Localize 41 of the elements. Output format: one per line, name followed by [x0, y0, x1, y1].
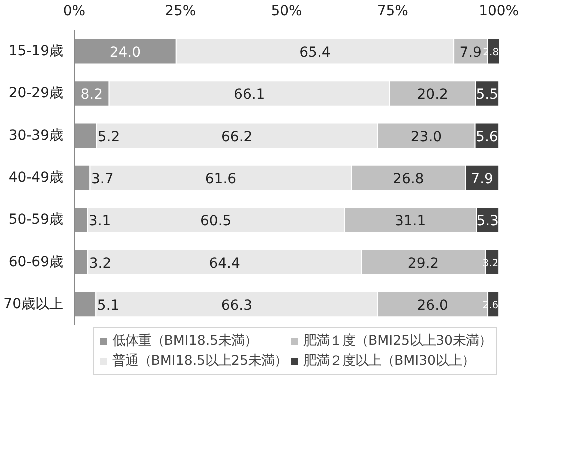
data-label: 3.7: [91, 172, 114, 188]
x-tick-label: 75%: [377, 4, 408, 20]
data-label: 66.3: [221, 298, 252, 314]
data-label: 26.8: [393, 172, 424, 188]
data-label: 66.1: [234, 87, 266, 104]
data-label: 5.2: [98, 129, 120, 146]
data-label: 3.2: [89, 256, 112, 272]
data-label: 65.4: [300, 45, 331, 62]
data-label: 23.0: [410, 129, 442, 146]
legend-label: 肥満２度以上（BMI30以上）: [304, 352, 476, 370]
data-label: 5.1: [97, 298, 120, 314]
data-label: 29.2: [408, 256, 440, 272]
data-label: 64.4: [209, 256, 240, 272]
data-label: 5.6: [476, 129, 498, 146]
data-label: 7.9: [460, 45, 482, 62]
y-tick-label: 15-19歳: [8, 44, 64, 60]
legend-label: 普通（BMI18.5以上25未満）: [112, 352, 288, 370]
data-label: 31.1: [394, 214, 426, 230]
data-label: 20.2: [417, 87, 448, 104]
legend-label: 肥満１度（BMI25以上30未満）: [304, 332, 492, 350]
x-tick-label: 100%: [479, 4, 520, 20]
data-label: 66.2: [222, 129, 253, 146]
x-tick-label: 0%: [63, 4, 86, 20]
data-label: 60.5: [200, 214, 232, 230]
x-tick-label: 25%: [165, 4, 196, 20]
x-tick-label: 50%: [271, 4, 302, 20]
data-label: 8.2: [80, 87, 104, 104]
y-tick-label: 40-49歳: [8, 170, 64, 186]
data-label: 24.0: [110, 45, 142, 62]
y-tick-label: 70歳以上: [4, 296, 64, 312]
y-tick-label: 30-39歳: [8, 128, 64, 144]
data-label: 5.3: [476, 214, 499, 230]
y-tick-label: 60-69歳: [8, 254, 64, 270]
legend-label: 低体重（BMI18.5未満）: [112, 332, 258, 350]
data-label: 5.5: [476, 87, 499, 104]
data-label: 7.9: [471, 172, 494, 188]
data-label: 3.1: [88, 214, 112, 230]
y-tick-label: 50-59歳: [8, 212, 64, 228]
data-label: 26.0: [417, 298, 448, 314]
data-label: 61.6: [205, 172, 237, 188]
y-tick-label: 20-29歳: [8, 86, 64, 102]
